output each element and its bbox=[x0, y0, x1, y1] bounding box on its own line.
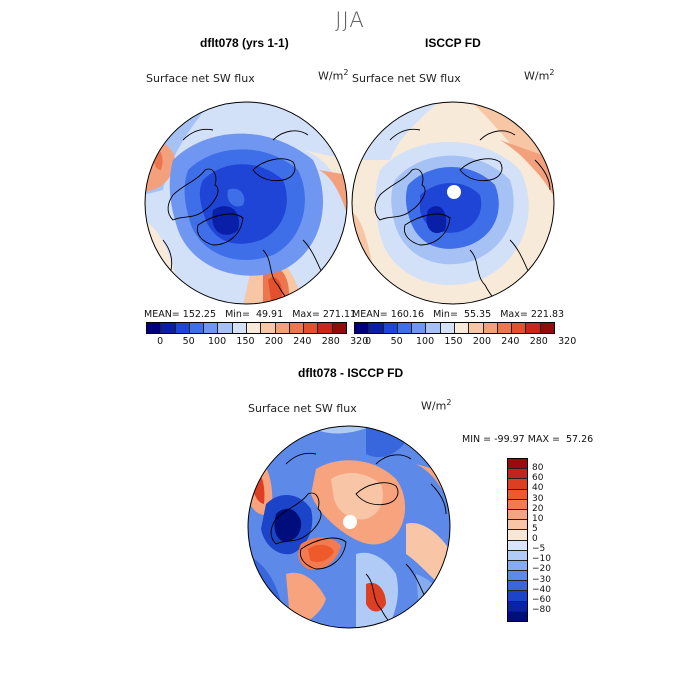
colorbar-swatch bbox=[469, 323, 484, 333]
diff-colorbar-tick-label: 30 bbox=[532, 493, 544, 504]
diff-colorbar-tick-label: −5 bbox=[532, 544, 546, 555]
panel-2-variable: Surface net SW flux bbox=[352, 72, 461, 85]
colorbar-swatch bbox=[483, 323, 498, 333]
panel-3-unit: W/m2 bbox=[421, 398, 452, 413]
colorbar-swatch bbox=[454, 323, 470, 333]
colorbar-tick-label: 320 bbox=[350, 336, 369, 347]
diff-colorbar-tick-label: −60 bbox=[532, 594, 551, 605]
diff-colorbar-tick-label: 20 bbox=[532, 503, 544, 514]
diff-colorbar-swatch bbox=[508, 489, 527, 500]
colorbar-swatch bbox=[497, 323, 513, 333]
diff-colorbar-swatch bbox=[508, 560, 527, 572]
panel-1-colorbar-labels: 0 50 100 150 200 240 280 320 bbox=[146, 336, 368, 348]
panel-3-map bbox=[247, 425, 451, 629]
panel-2-stats: MEAN= 160.16 Min= 55.35 Max= 221.83 bbox=[352, 309, 565, 320]
colorbar-tick-label: 50 bbox=[182, 336, 195, 347]
colorbar-swatch bbox=[275, 323, 290, 333]
diff-colorbar-swatch bbox=[508, 611, 527, 621]
colorbar-swatch bbox=[397, 323, 413, 333]
colorbar-tick-label: 280 bbox=[321, 336, 340, 347]
diff-colorbar bbox=[507, 458, 528, 622]
diff-colorbar-swatch bbox=[508, 469, 527, 480]
season-title: JJA bbox=[335, 8, 365, 32]
colorbar-swatch bbox=[383, 323, 398, 333]
panel-1-stats: MEAN= 152.25 Min= 49.91 Max= 271.11 bbox=[144, 309, 357, 320]
diff-colorbar-tick-label: −10 bbox=[532, 554, 551, 565]
colorbar-swatch bbox=[304, 323, 319, 333]
diff-colorbar-tick-label: 5 bbox=[532, 523, 538, 534]
diff-colorbar-swatch bbox=[508, 509, 527, 521]
colorbar-swatch bbox=[246, 323, 262, 333]
colorbar-swatch bbox=[332, 323, 346, 333]
diff-colorbar-swatch bbox=[508, 601, 527, 612]
colorbar-tick-label: 50 bbox=[390, 336, 403, 347]
panel-2-title: ISCCP FD bbox=[425, 36, 481, 50]
colorbar-swatch bbox=[289, 323, 305, 333]
colorbar-tick-label: 150 bbox=[444, 336, 463, 347]
colorbar-swatch bbox=[232, 323, 247, 333]
colorbar-tick-label: 150 bbox=[236, 336, 255, 347]
colorbar-tick-label: 240 bbox=[501, 336, 520, 347]
colorbar-tick-label: 100 bbox=[207, 336, 227, 347]
diff-colorbar-tick-label: −40 bbox=[532, 584, 551, 595]
panel-1-title: dflt078 (yrs 1-1) bbox=[200, 36, 289, 50]
colorbar-tick-label: 240 bbox=[293, 336, 312, 347]
diff-colorbar-swatch bbox=[508, 581, 527, 592]
panel-2-map bbox=[351, 101, 555, 305]
colorbar-swatch bbox=[189, 323, 205, 333]
colorbar-tick-label: 200 bbox=[472, 336, 491, 347]
colorbar-tick-label: 280 bbox=[529, 336, 548, 347]
colorbar-tick-label: 320 bbox=[558, 336, 577, 347]
panel-1-variable: Surface net SW flux bbox=[146, 72, 255, 85]
panel-2-colorbar-labels: 0 50 100 150 200 240 280 320 bbox=[354, 336, 576, 348]
colorbar-swatch bbox=[175, 323, 190, 333]
colorbar-tick-label: 100 bbox=[415, 336, 435, 347]
diff-colorbar-swatch bbox=[508, 591, 527, 602]
colorbar-tick-label: 0 bbox=[157, 336, 164, 347]
colorbar-swatch bbox=[161, 323, 176, 333]
panel-2-colorbar bbox=[354, 322, 555, 334]
colorbar-swatch bbox=[147, 323, 162, 333]
colorbar-swatch bbox=[526, 323, 541, 333]
panel-3-title: dflt078 - ISCCP FD bbox=[298, 366, 404, 380]
diff-colorbar-swatch bbox=[508, 550, 527, 561]
colorbar-tick-label: 0 bbox=[365, 336, 372, 347]
panel-3-variable: Surface net SW flux bbox=[248, 402, 357, 415]
colorbar-swatch bbox=[369, 323, 384, 333]
colorbar-tick-label: 200 bbox=[264, 336, 283, 347]
colorbar-swatch bbox=[261, 323, 276, 333]
colorbar-swatch bbox=[512, 323, 527, 333]
colorbar-swatch bbox=[412, 323, 427, 333]
colorbar-swatch bbox=[204, 323, 219, 333]
diff-colorbar-tick-label: 80 bbox=[532, 463, 544, 474]
diff-colorbar-tick-label: 10 bbox=[532, 513, 544, 524]
panel-1-colorbar bbox=[146, 322, 347, 334]
diff-colorbar-tick-label: −20 bbox=[532, 564, 551, 575]
colorbar-swatch bbox=[440, 323, 455, 333]
diff-colorbar-labels: 80 60 40 30 20 10 5 0 −5 −10 −20 −30 −40 −60 −80 bbox=[532, 458, 572, 620]
panel-1-map bbox=[144, 101, 348, 305]
panel-2-unit: W/m2 bbox=[524, 68, 555, 83]
diff-colorbar-swatch bbox=[508, 540, 527, 551]
diff-colorbar-tick-label: 40 bbox=[532, 483, 544, 494]
diff-colorbar-tick-label: 60 bbox=[532, 473, 544, 484]
diff-colorbar-swatch bbox=[508, 571, 527, 582]
diff-colorbar-tick-label: 0 bbox=[532, 534, 538, 544]
diff-colorbar-tick-label: −30 bbox=[532, 574, 551, 585]
colorbar-swatch bbox=[426, 323, 441, 333]
diff-colorbar-swatch bbox=[508, 459, 527, 470]
diff-colorbar-tick-label: −80 bbox=[532, 604, 551, 615]
diff-colorbar-swatch bbox=[508, 479, 527, 490]
diff-colorbar-swatch bbox=[508, 530, 527, 541]
colorbar-swatch bbox=[318, 323, 333, 333]
diff-colorbar-swatch bbox=[508, 499, 527, 510]
colorbar-swatch bbox=[355, 323, 370, 333]
diff-colorbar-swatch bbox=[508, 520, 527, 531]
panel-1-unit: W/m2 bbox=[318, 68, 349, 83]
colorbar-swatch bbox=[218, 323, 233, 333]
panel-3-stats: MIN = -99.97 MAX = 57.26 bbox=[462, 434, 594, 445]
colorbar-swatch bbox=[540, 323, 554, 333]
